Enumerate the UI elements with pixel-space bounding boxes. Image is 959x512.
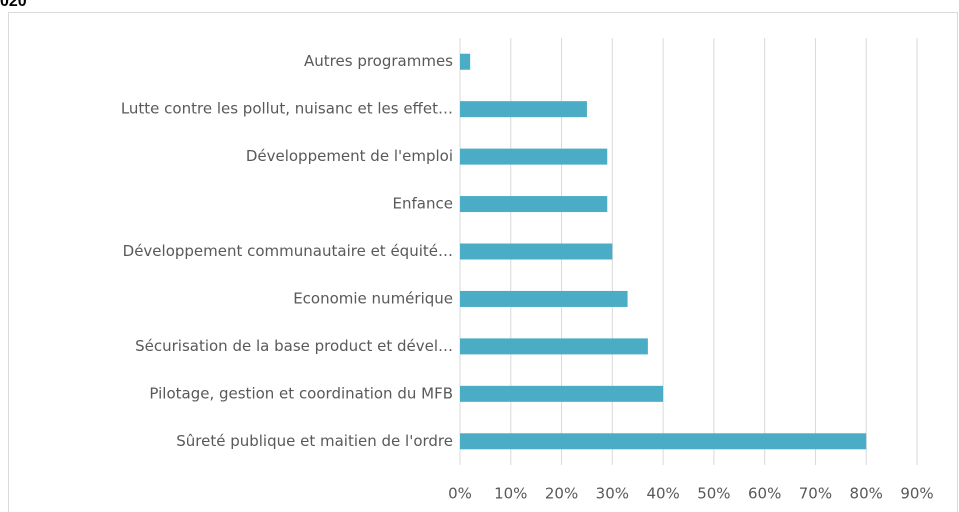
bar xyxy=(460,101,587,118)
bar xyxy=(460,148,608,165)
bar xyxy=(460,433,867,450)
x-tick-label: 60% xyxy=(748,485,781,503)
y-tick-label: Enfance xyxy=(393,195,453,213)
y-tick-label: Développement de l'emploi xyxy=(246,147,453,165)
x-tick-label: 90% xyxy=(900,485,933,503)
y-tick-label: Autres programmes xyxy=(304,52,453,70)
y-tick-label: Economie numérique xyxy=(293,289,453,307)
y-tick-label: Développement communautaire et équité… xyxy=(123,242,453,260)
x-tick-label: 10% xyxy=(494,485,527,503)
bar xyxy=(460,196,608,213)
x-tick-label: 0% xyxy=(448,485,472,503)
x-tick-label: 40% xyxy=(646,485,679,503)
bar xyxy=(460,53,471,70)
y-tick-label: Sûreté publique et maitien de l'ordre xyxy=(176,432,453,450)
chart-title: 020 xyxy=(0,0,27,10)
y-tick-label: Sécurisation de la base product et dével… xyxy=(135,337,453,355)
x-tick-label: 80% xyxy=(850,485,883,503)
y-tick-label: Pilotage, gestion et coordination du MFB xyxy=(149,384,453,402)
bar xyxy=(460,290,628,307)
bar xyxy=(460,338,648,355)
x-tick-label: 30% xyxy=(596,485,629,503)
y-tick-label: Lutte contre les pollut, nuisanc et les … xyxy=(121,100,453,118)
x-tick-label: 70% xyxy=(799,485,832,503)
x-tick-label: 50% xyxy=(697,485,730,503)
bar xyxy=(460,385,664,402)
bar xyxy=(460,243,613,260)
x-tick-label: 20% xyxy=(545,485,578,503)
chart-frame xyxy=(8,12,958,512)
